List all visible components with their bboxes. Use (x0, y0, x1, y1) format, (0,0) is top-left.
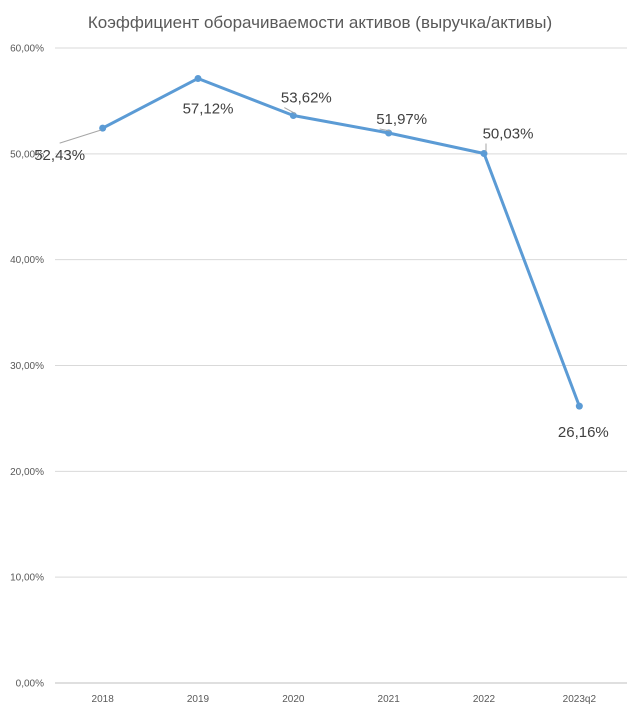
x-tick-label: 2022 (473, 694, 496, 705)
y-axis-tick-labels: 0,00% 10,00% 20,00% 30,00% 40,00% 50,00% 60,00… (10, 44, 44, 690)
grid-lines (55, 47, 627, 684)
data-label-leader (284, 107, 296, 114)
y-tick-label: 50,00% (10, 149, 44, 160)
data-label: 26,16% (558, 424, 609, 441)
y-tick-label: 40,00% (10, 255, 44, 266)
x-tick-label: 2021 (378, 694, 401, 705)
x-tick-label: 2023q2 (563, 694, 597, 705)
data-point (289, 112, 297, 120)
x-tick-label: 2020 (282, 694, 305, 705)
x-tick-label: 2018 (92, 694, 115, 705)
y-tick-label: 20,00% (10, 467, 44, 478)
y-tick-label: 10,00% (10, 573, 44, 584)
x-tick-label: 2019 (187, 694, 210, 705)
data-label: 50,03% (483, 126, 534, 143)
y-tick-label: 30,00% (10, 361, 44, 372)
data-label: 53,62% (281, 90, 332, 107)
data-point (480, 150, 488, 158)
y-tick-label: 0,00% (16, 679, 44, 690)
data-labels: 52,43% 57,12% 53,62% 51,97% 50,03% 26,16% (34, 90, 609, 442)
data-label: 57,12% (183, 100, 234, 117)
data-point (99, 124, 107, 132)
data-point (575, 402, 583, 410)
data-label: 51,97% (376, 111, 427, 128)
series-line (101, 76, 581, 408)
data-point (194, 74, 202, 82)
x-axis-tick-labels: 2018 2019 2020 2021 2022 2023q2 (92, 694, 597, 705)
chart-title: Коэффициент оборачиваемости активов (выр… (88, 13, 552, 32)
data-label-leader (379, 128, 391, 132)
y-tick-label: 60,00% (10, 44, 44, 55)
data-label: 52,43% (34, 147, 85, 164)
data-label-leader (59, 129, 101, 144)
